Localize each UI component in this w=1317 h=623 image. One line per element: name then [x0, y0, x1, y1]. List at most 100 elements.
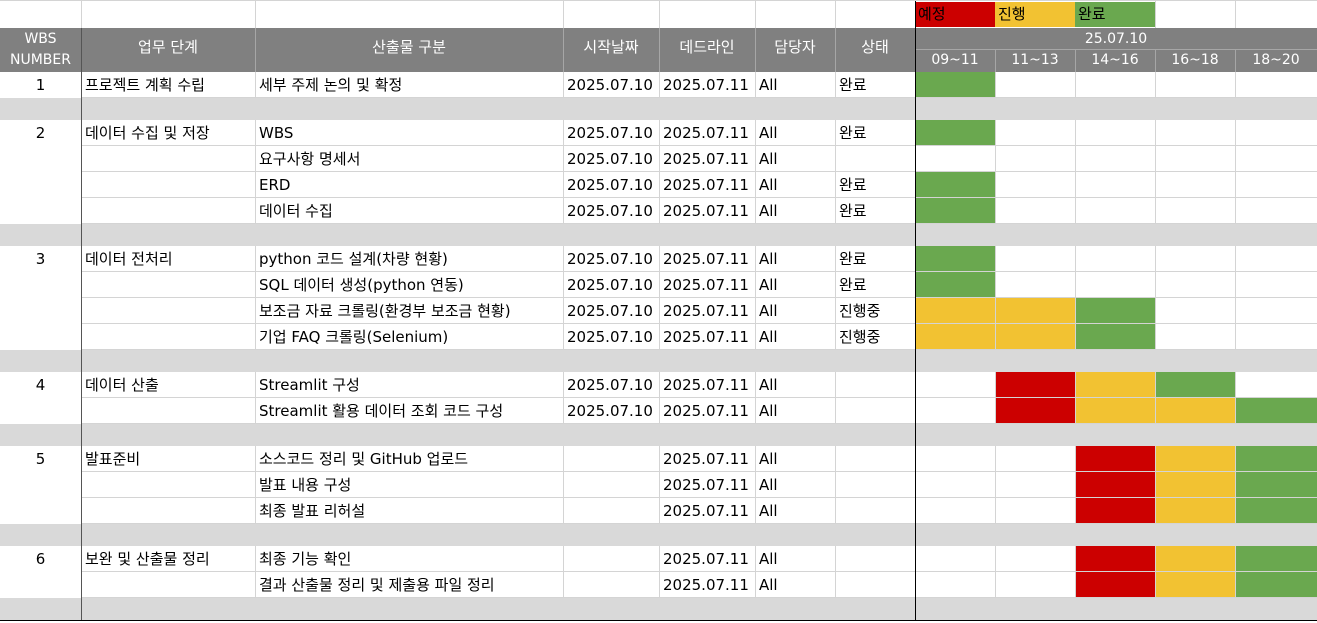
start-date-cell[interactable]: 2025.07.10 — [567, 150, 653, 168]
gantt-cell-in-progress[interactable] — [995, 324, 1075, 350]
start-date-cell[interactable]: 2025.07.10 — [567, 250, 653, 268]
owner-cell[interactable]: All — [759, 376, 778, 394]
gantt-cell-done[interactable] — [915, 272, 995, 298]
stage-cell[interactable] — [85, 146, 255, 172]
status-cell[interactable] — [839, 372, 915, 398]
owner-cell[interactable]: All — [759, 250, 778, 268]
table-row[interactable]: ERD 2025.07.10 2025.07.11 All 완료 — [0, 172, 1317, 198]
gantt-cell-planned[interactable] — [995, 372, 1075, 398]
start-date-cell[interactable]: 2025.07.10 — [567, 202, 653, 220]
stage-cell[interactable] — [85, 398, 255, 424]
gantt-cell-done[interactable] — [1155, 372, 1235, 398]
table-row[interactable]: Streamlit 활용 데이터 조회 코드 구성 2025.07.10 2025.… — [0, 398, 1317, 424]
header-deliverable[interactable]: 산출물 구분 — [372, 38, 446, 56]
deliverable-cell[interactable]: Streamlit 활용 데이터 조회 코드 구성 — [259, 402, 504, 420]
table-row[interactable]: 1 프로젝트 계획 수립 세부 주제 논의 및 확정 2025.07.10 2025.0… — [0, 72, 1317, 98]
deadline-cell[interactable]: 2025.07.11 — [663, 76, 749, 94]
wbs-number[interactable] — [0, 272, 81, 298]
deliverable-cell[interactable]: 소스코드 정리 및 GitHub 업로드 — [259, 450, 469, 468]
deadline-cell[interactable]: 2025.07.11 — [663, 476, 749, 494]
owner-cell[interactable]: All — [759, 402, 778, 420]
gantt-cell-done[interactable] — [915, 72, 995, 98]
gantt-cell-in-progress[interactable] — [1075, 398, 1155, 424]
deadline-cell[interactable]: 2025.07.11 — [663, 576, 749, 594]
wbs-number[interactable]: 6 — [35, 550, 46, 568]
gantt-cell-planned[interactable] — [1075, 572, 1155, 598]
wbs-number[interactable] — [0, 572, 81, 598]
deadline-cell[interactable]: 2025.07.11 — [663, 302, 749, 320]
gantt-cell-in-progress[interactable] — [1155, 498, 1235, 524]
status-cell[interactable]: 완료 — [839, 250, 867, 268]
gantt-cell-in-progress[interactable] — [995, 298, 1075, 324]
owner-cell[interactable]: All — [759, 450, 778, 468]
wbs-number[interactable]: 4 — [35, 376, 46, 394]
start-date-cell[interactable]: 2025.07.10 — [567, 276, 653, 294]
stage-cell[interactable] — [85, 272, 255, 298]
deadline-cell[interactable]: 2025.07.11 — [663, 176, 749, 194]
start-date-cell[interactable]: 2025.07.10 — [567, 76, 653, 94]
owner-cell[interactable]: All — [759, 202, 778, 220]
table-row[interactable]: 보조금 자료 크롤링(환경부 보조금 현황) 2025.07.10 2025.07.… — [0, 298, 1317, 324]
table-row[interactable]: SQL 데이터 생성(python 연동) 2025.07.10 2025.07.1… — [0, 272, 1317, 298]
owner-cell[interactable]: All — [759, 276, 778, 294]
gantt-cell-done[interactable] — [1235, 472, 1317, 498]
stage-cell[interactable]: 데이터 수집 및 저장 — [85, 124, 210, 142]
wbs-number[interactable]: 1 — [35, 76, 46, 94]
table-row[interactable]: 2 데이터 수집 및 저장 WBS 2025.07.10 2025.07.11 All 완료 — [0, 120, 1317, 146]
deadline-cell[interactable]: 2025.07.11 — [663, 550, 749, 568]
gantt-cell-planned[interactable] — [1075, 498, 1155, 524]
gantt-cell-planned[interactable] — [995, 398, 1075, 424]
status-cell[interactable]: 완료 — [839, 176, 867, 194]
table-row[interactable]: 3 데이터 전처리 python 코드 설계(차량 현황) 2025.07.10 202… — [0, 246, 1317, 272]
gantt-cell-done[interactable] — [915, 172, 995, 198]
deliverable-cell[interactable]: SQL 데이터 생성(python 연동) — [259, 276, 464, 294]
status-cell[interactable]: 완료 — [839, 124, 867, 142]
status-cell[interactable]: 진행중 — [839, 328, 881, 346]
wbs-number[interactable] — [0, 398, 81, 424]
gantt-cell-done[interactable] — [1235, 572, 1317, 598]
gantt-cell-done[interactable] — [915, 198, 995, 224]
stage-cell[interactable] — [85, 324, 255, 350]
status-cell[interactable] — [839, 146, 915, 172]
deadline-cell[interactable]: 2025.07.11 — [663, 450, 749, 468]
stage-cell[interactable]: 보완 및 산출물 정리 — [85, 550, 210, 568]
status-cell[interactable] — [839, 572, 915, 598]
gantt-cell-done[interactable] — [1235, 498, 1317, 524]
wbs-number[interactable] — [0, 146, 81, 172]
status-cell[interactable]: 완료 — [839, 276, 867, 294]
start-date-cell[interactable] — [567, 546, 659, 572]
gantt-cell-in-progress[interactable] — [1155, 398, 1235, 424]
table-row[interactable]: 데이터 수집 2025.07.10 2025.07.11 All 완료 — [0, 198, 1317, 224]
deliverable-cell[interactable]: 최종 발표 리허설 — [259, 502, 366, 520]
deadline-cell[interactable]: 2025.07.11 — [663, 276, 749, 294]
status-cell[interactable] — [839, 498, 915, 524]
status-cell[interactable] — [839, 472, 915, 498]
stage-cell[interactable]: 프로젝트 계획 수립 — [85, 76, 205, 94]
start-date-cell[interactable]: 2025.07.10 — [567, 124, 653, 142]
deadline-cell[interactable]: 2025.07.11 — [663, 376, 749, 394]
stage-cell[interactable] — [85, 472, 255, 498]
status-cell[interactable]: 완료 — [839, 76, 867, 94]
deliverable-cell[interactable]: 데이터 수집 — [259, 202, 333, 220]
owner-cell[interactable]: All — [759, 328, 778, 346]
owner-cell[interactable]: All — [759, 476, 778, 494]
wbs-number[interactable]: 3 — [35, 250, 46, 268]
gantt-cell-done[interactable] — [1235, 398, 1317, 424]
table-row[interactable]: 결과 산출물 정리 및 제출용 파일 정리 2025.07.11 All — [0, 572, 1317, 598]
header-deadline[interactable]: 데드라인 — [679, 38, 735, 56]
gantt-cell-planned[interactable] — [1075, 546, 1155, 572]
start-date-cell[interactable]: 2025.07.10 — [567, 402, 653, 420]
gantt-cell-in-progress[interactable] — [1155, 572, 1235, 598]
status-cell[interactable]: 완료 — [839, 202, 867, 220]
table-row[interactable]: 발표 내용 구성 2025.07.11 All — [0, 472, 1317, 498]
owner-cell[interactable]: All — [759, 576, 778, 594]
status-cell[interactable] — [839, 446, 915, 472]
gantt-cell-in-progress[interactable] — [915, 298, 995, 324]
deadline-cell[interactable]: 2025.07.11 — [663, 124, 749, 142]
deliverable-cell[interactable]: 세부 주제 논의 및 확정 — [259, 76, 403, 94]
gantt-cell-in-progress[interactable] — [1155, 546, 1235, 572]
status-cell[interactable] — [839, 398, 915, 424]
status-cell[interactable] — [839, 546, 915, 572]
deadline-cell[interactable]: 2025.07.11 — [663, 402, 749, 420]
deadline-cell[interactable]: 2025.07.11 — [663, 502, 749, 520]
